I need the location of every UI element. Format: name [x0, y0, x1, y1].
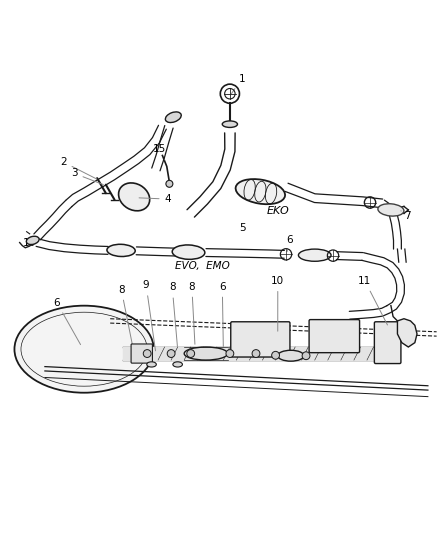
Text: 1: 1: [231, 74, 245, 94]
Ellipse shape: [107, 244, 135, 256]
Circle shape: [187, 350, 194, 358]
Text: 15: 15: [23, 238, 36, 248]
Ellipse shape: [298, 249, 331, 261]
Ellipse shape: [278, 350, 304, 361]
Ellipse shape: [119, 183, 150, 211]
Ellipse shape: [222, 121, 237, 127]
Text: 8: 8: [169, 282, 177, 346]
Text: 8: 8: [188, 281, 195, 344]
Text: EVO,  EMO: EVO, EMO: [176, 262, 230, 271]
Circle shape: [272, 351, 279, 359]
Polygon shape: [397, 319, 417, 347]
Text: 6: 6: [219, 281, 226, 346]
Ellipse shape: [378, 204, 404, 216]
Circle shape: [226, 350, 234, 358]
Ellipse shape: [26, 236, 39, 245]
Text: 6: 6: [53, 297, 81, 345]
FancyBboxPatch shape: [374, 322, 401, 364]
Circle shape: [167, 350, 175, 358]
Text: 10: 10: [271, 276, 284, 331]
FancyBboxPatch shape: [131, 344, 152, 363]
Circle shape: [143, 350, 151, 358]
FancyBboxPatch shape: [231, 322, 290, 357]
Ellipse shape: [184, 347, 228, 360]
Text: 3: 3: [71, 168, 103, 184]
Text: 8: 8: [118, 285, 134, 351]
Text: 4: 4: [139, 194, 171, 204]
Circle shape: [166, 180, 173, 187]
Circle shape: [252, 350, 260, 358]
Text: 2: 2: [60, 157, 97, 179]
Text: 9: 9: [143, 280, 155, 351]
FancyBboxPatch shape: [309, 320, 360, 353]
Ellipse shape: [147, 362, 156, 367]
Text: 15: 15: [153, 144, 166, 160]
Ellipse shape: [236, 179, 285, 204]
Text: 11: 11: [358, 276, 388, 325]
Text: EKO: EKO: [267, 206, 290, 216]
Ellipse shape: [173, 362, 183, 367]
Ellipse shape: [172, 245, 205, 260]
Text: 6: 6: [286, 235, 293, 252]
Ellipse shape: [166, 112, 181, 123]
Ellipse shape: [14, 305, 154, 393]
Circle shape: [302, 352, 310, 360]
Text: 5: 5: [240, 223, 246, 233]
Text: 7: 7: [401, 211, 410, 221]
